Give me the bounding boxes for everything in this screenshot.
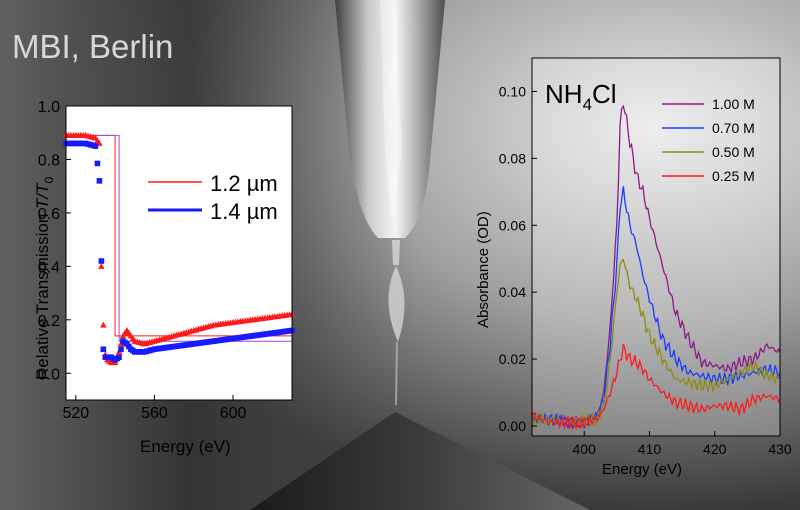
right-y-tick-label: 0.00 (499, 418, 526, 434)
data-point-square (96, 178, 103, 184)
left-x-axis-label: Energy (eV) (140, 437, 231, 456)
legend-label-1-4um: 1.4 µm (210, 199, 278, 224)
data-point-square (92, 143, 99, 149)
legend-label: 0.25 M (712, 168, 755, 184)
legend-label: 0.50 M (712, 144, 755, 160)
right-x-tick-label: 420 (703, 441, 727, 457)
legend-label-1-2um: 1.2 µm (210, 171, 278, 196)
left-x-tick-label: 520 (62, 405, 89, 422)
right-x-tick-label: 410 (638, 441, 662, 457)
right-plot-frame (531, 57, 781, 437)
data-point-square (100, 346, 107, 353)
left-plot-frame (65, 105, 293, 401)
left-y-tick-label: 0.6 (38, 206, 60, 223)
catcher-cone-shape (250, 412, 590, 510)
right-y-tick-label: 0.06 (499, 217, 526, 233)
data-point-square (116, 354, 122, 361)
left-y-tick-label: 0.0 (38, 366, 60, 383)
data-point-square (98, 258, 105, 264)
left-y-axis-label: Relative Transmission T/T0 (33, 176, 56, 380)
left-y-tick-label: 0.8 (38, 152, 60, 169)
right-plot-area (532, 58, 780, 436)
right-x-axis-label: Energy (eV) (602, 461, 682, 478)
right-y-tick-label: 0.04 (499, 284, 526, 300)
overlay-title: MBI, Berlin (12, 28, 174, 65)
left-y-tick-label: 0.2 (38, 313, 60, 330)
right-y-tick-label: 0.10 (499, 83, 526, 99)
right-x-tick-label: 430 (768, 441, 792, 457)
data-point-square (118, 346, 124, 353)
data-point-triangle (100, 321, 107, 328)
legend-label: 0.70 M (712, 120, 755, 136)
right-x-tick-label: 400 (573, 441, 597, 457)
legend-label: 1.00 M (712, 96, 755, 112)
spectrum-line-050 (531, 258, 781, 427)
data-point-square (94, 160, 101, 167)
right-y-tick-label: 0.02 (499, 351, 526, 367)
right-y-tick-label: 0.08 (499, 150, 526, 166)
left-x-tick-label: 560 (141, 405, 168, 422)
left-y-tick-label: 1.0 (38, 99, 60, 116)
spectrum-line-025 (531, 344, 781, 431)
data-point-triangle (98, 262, 105, 269)
nozzle-shape (335, 0, 445, 238)
spectrum-line-100 (531, 104, 781, 429)
left-y-tick-label: 0.4 (38, 259, 60, 276)
right-chart-title: NH4Cl (545, 79, 617, 114)
left-x-tick-label: 600 (220, 405, 247, 422)
right-y-axis-label: Absorbance (OD) (475, 211, 492, 328)
liquid-sheet-shape (388, 266, 405, 342)
